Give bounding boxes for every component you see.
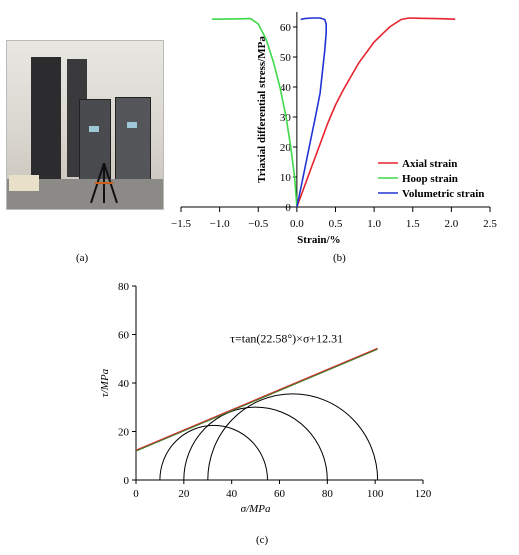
series-line <box>211 17 298 208</box>
y-tick-label: 20 <box>118 427 130 439</box>
test-machine-photo <box>6 40 164 210</box>
x-tick-label: 120 <box>415 488 432 500</box>
y-tick-label: 60 <box>118 330 130 342</box>
x-tick-label: 100 <box>367 488 384 500</box>
x-axis-title: σ/MPa <box>241 503 271 515</box>
y-tick-label: 40 <box>280 82 292 94</box>
x-tick-label: 20 <box>178 488 190 500</box>
tripod-stand <box>90 163 118 203</box>
loading-frame <box>31 57 61 197</box>
x-axis-title: Strain/% <box>297 234 340 246</box>
cabinet-display <box>127 122 137 128</box>
mohr-circle-chart: 0 20 40 60 80 100 120 0 20 40 60 80 σ/MPa τ/MPa τ=tan(… <box>99 281 432 515</box>
floor-box <box>9 175 39 191</box>
series-line <box>296 17 456 208</box>
x-tick-label: 2.5 <box>483 218 497 230</box>
y-axis-title: τ/MPa <box>99 368 111 397</box>
x-tick-label: 80 <box>322 488 334 500</box>
cabinet-display <box>89 126 99 132</box>
x-tick-label: 40 <box>226 488 238 500</box>
x-tick-label: 60 <box>274 488 286 500</box>
caption-b: (b) <box>333 252 346 264</box>
caption-c: (c) <box>256 534 269 546</box>
control-cabinet-left <box>79 99 111 193</box>
panel-a: (a) <box>0 0 170 270</box>
y-axis-title: Triaxial differential stress/MPa <box>256 36 268 183</box>
x-tick-label: 0.5 <box>329 218 343 230</box>
x-tick-label: −0.5 <box>248 218 268 230</box>
envelope-line <box>135 348 378 452</box>
series-line <box>296 17 327 208</box>
y-tick-label: 0 <box>285 202 291 214</box>
caption-a: (a) <box>76 252 89 264</box>
x-tick-label: 0 <box>133 488 139 500</box>
y-tick-label: 0 <box>124 475 130 487</box>
x-tick-label: −1.5 <box>171 218 191 230</box>
stress-strain-chart: −1.5 −1.0 −0.5 0.0 0.5 1.0 1.5 2.0 2.5 Strain/% 0 1… <box>171 12 497 246</box>
equation-annotation: τ=tan(22.58°)×σ+12.31 <box>230 332 343 346</box>
envelope-line <box>135 347 378 451</box>
y-tick-label: 80 <box>118 281 130 293</box>
y-tick-label: 50 <box>280 52 292 64</box>
control-cabinet-right <box>115 97 151 195</box>
y-tick-label: 60 <box>280 22 292 34</box>
y-tick-label: 40 <box>118 378 130 390</box>
mohr-circle <box>159 424 268 481</box>
x-tick-label: 1.0 <box>367 218 381 230</box>
y-tick-label: 20 <box>280 142 292 154</box>
legend-label: Axial strain <box>402 158 457 170</box>
x-tick-label: 1.5 <box>406 218 420 230</box>
x-tick-label: −1.0 <box>210 218 230 230</box>
mohr-circle <box>183 406 328 481</box>
mohr-circle <box>207 393 379 481</box>
x-tick-label: 2.0 <box>445 218 459 230</box>
y-tick-label: 10 <box>280 172 292 184</box>
x-tick-label: 0.0 <box>290 218 304 230</box>
legend-label: Hoop strain <box>402 173 458 185</box>
panel-c: 0 20 40 60 80 100 120 0 20 40 60 80 σ/MPa τ/MPa τ=tan(… <box>0 270 519 550</box>
legend-label: Volumetric strain <box>402 188 484 200</box>
panel-b: −1.5 −1.0 −0.5 0.0 0.5 1.0 1.5 2.0 2.5 Strain/% 0 1… <box>170 0 519 270</box>
